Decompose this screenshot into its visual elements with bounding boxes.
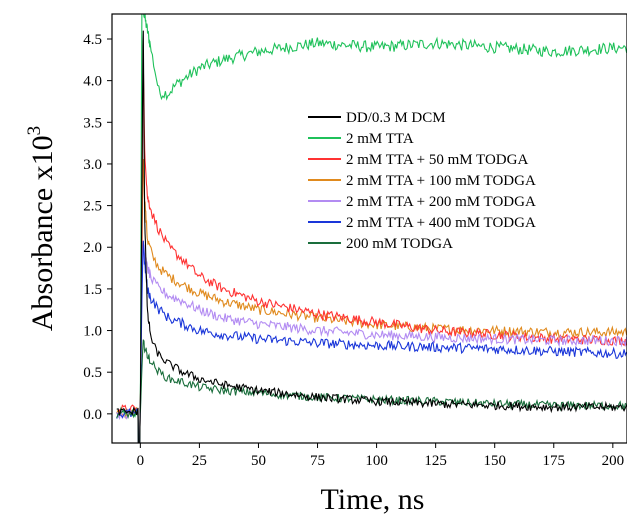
y-axis-label-group: Absorbance x103 [24, 126, 59, 331]
y-tick-label: 0.0 [83, 407, 102, 423]
legend-label: 2 mM TTA + 200 mM TODGA [346, 194, 536, 210]
legend-label: 2 mM TTA + 50 mM TODGA [346, 152, 528, 168]
y-axis-label-base: Absorbance x10 [26, 135, 59, 331]
series-line [116, 30, 627, 443]
x-tick-label: 0 [137, 453, 145, 469]
legend-label: 2 mM TTA + 100 mM TODGA [346, 173, 536, 189]
y-axis-ticks: 0.0 0.5 1.0 1.5 2.0 2.5 3.0 3.5 4.0 4.5 [83, 32, 112, 423]
x-tick-label: 75 [310, 453, 325, 469]
series-line [116, 339, 627, 443]
plot-area [116, 14, 627, 443]
x-tick-label: 50 [251, 453, 266, 469]
series-line [116, 240, 627, 443]
series-line [116, 240, 627, 443]
legend-label: 200 mM TODGA [346, 236, 453, 252]
y-tick-label: 4.5 [83, 32, 102, 48]
x-tick-label: 100 [365, 453, 388, 469]
legend-label: 2 mM TTA + 400 mM TODGA [346, 215, 536, 231]
y-tick-label: 1.0 [83, 324, 102, 340]
series-line [116, 14, 627, 443]
x-tick-label: 25 [192, 453, 207, 469]
y-tick-label: 4.0 [83, 74, 102, 90]
legend: DD/0.3 M DCM 2 mM TTA 2 mM TTA + 50 mM TOD… [308, 110, 536, 252]
plot-frame [111, 13, 627, 444]
x-tick-label: 200 [602, 453, 625, 469]
y-tick-label: 2.0 [83, 240, 102, 256]
y-axis-label-exponent: 3 [24, 126, 45, 136]
y-tick-label: 3.5 [83, 115, 102, 131]
x-tick-label: 150 [483, 453, 506, 469]
y-axis-label: Absorbance x103 [24, 126, 59, 331]
x-tick-label: 125 [424, 453, 447, 469]
y-tick-label: 3.0 [83, 157, 102, 173]
y-tick-label: 1.5 [83, 282, 102, 298]
x-axis-label: Time, ns [321, 483, 425, 516]
legend-label: DD/0.3 M DCM [346, 110, 446, 126]
series-line [116, 63, 627, 443]
x-axis-ticks: 0 25 50 75 100 125 150 175 200 [137, 443, 624, 469]
y-tick-label: 0.5 [83, 365, 102, 381]
y-tick-label: 2.5 [83, 199, 102, 215]
legend-label: 2 mM TTA [346, 131, 414, 147]
x-tick-label: 175 [543, 453, 566, 469]
